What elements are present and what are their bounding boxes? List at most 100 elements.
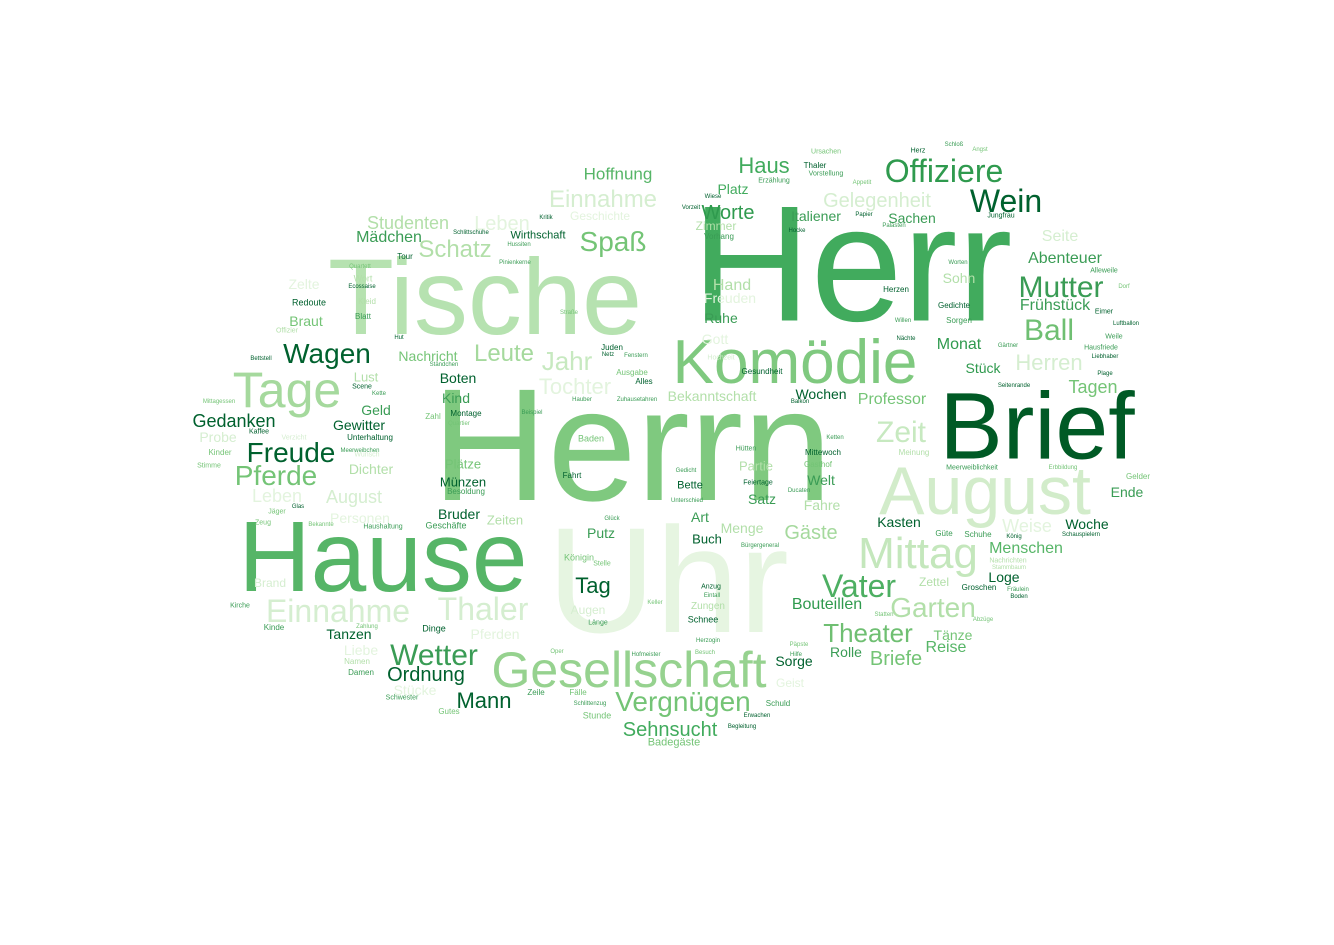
word: Feiertage [743, 479, 773, 487]
word: Hocke [788, 228, 806, 234]
word: Gedanken [192, 411, 276, 431]
word: Leben [251, 486, 303, 506]
word: Ständchen [429, 362, 459, 368]
word: Stimme [197, 462, 221, 470]
word: Gelder [1125, 472, 1151, 481]
word: Unterschied [670, 498, 704, 504]
word: Erwachen [743, 713, 771, 719]
word: Schlittenzug [573, 701, 607, 707]
word: Geschäfte [425, 520, 467, 531]
word: Hand [712, 277, 752, 294]
word: Zeug [255, 519, 271, 527]
word: Herzogin [695, 638, 721, 644]
word: Lust [353, 369, 379, 385]
word: Hofmeister [631, 652, 661, 658]
word: Weile [1105, 333, 1123, 341]
word: Hauber [572, 397, 592, 403]
word: Anzug [701, 583, 721, 591]
word: August [325, 487, 383, 507]
word: Haus [738, 153, 790, 178]
word: Tochter [538, 374, 612, 399]
word: Haushaltung [363, 523, 403, 531]
word: Fenstern [624, 353, 648, 359]
word: Zeit [875, 416, 927, 449]
word: Kleid [358, 297, 376, 306]
word: Brand [253, 576, 287, 590]
word: Braut [289, 313, 323, 329]
word: Nachricht [398, 348, 458, 364]
word: Gelegenheit [823, 190, 931, 212]
word: Güte [935, 529, 953, 538]
word: Kirche [230, 602, 250, 610]
word: Ende [1110, 484, 1144, 500]
word: Quartier [448, 421, 470, 427]
word: Hut [394, 335, 404, 341]
word: Frühstück [1019, 297, 1091, 314]
word: Bettstell [250, 356, 272, 362]
word: Baden [577, 433, 605, 444]
word: Zimmer [695, 219, 737, 233]
word: Putz [586, 525, 616, 541]
word: Kasten [877, 514, 921, 530]
word: Statten [874, 612, 894, 618]
word: Vorstellung [808, 170, 844, 178]
word: Gärtner [997, 343, 1019, 349]
word: Gott [701, 331, 729, 347]
word: Glas [291, 504, 305, 510]
word: Reise [925, 639, 967, 656]
word: Fräulein [1007, 587, 1029, 593]
word: Garten [890, 592, 976, 623]
word: Nächte [896, 336, 916, 342]
word: Schloß [944, 142, 964, 148]
word: Schatz [418, 236, 492, 263]
word: Sorge [775, 653, 813, 669]
word: Damen [348, 668, 374, 677]
word: Mittag [858, 529, 978, 578]
word: Gesellschaft [491, 642, 767, 698]
word: Art [691, 509, 709, 525]
word: Wunsch [354, 451, 380, 459]
word: Seitenrande [997, 383, 1031, 389]
word: Appetit [852, 180, 872, 186]
word: Schlittschuhe [453, 230, 489, 236]
word: Tag [575, 573, 611, 598]
word: Herren [1015, 350, 1083, 375]
word: Wagen [283, 338, 371, 369]
word: Thaler [437, 591, 529, 627]
word: Tour [397, 252, 413, 261]
word: Sachen [888, 210, 936, 226]
word: Schnee [687, 614, 719, 625]
word: Kinde [263, 623, 285, 632]
word: Vergnügen [615, 686, 751, 717]
word: Begleitung [727, 724, 757, 730]
word: Zahlung [356, 624, 378, 630]
word: Ursachen [811, 148, 841, 156]
word: Meinung [898, 448, 930, 457]
word: Einnahme [265, 593, 411, 629]
word: Wiese [704, 194, 722, 200]
word: Dinge [422, 623, 446, 634]
word: Brief [939, 373, 1135, 480]
word: Jungfrau [987, 212, 1015, 220]
word: Nachrichten [989, 557, 1027, 565]
word: Sorgen [946, 316, 972, 325]
word: Worte [701, 202, 755, 224]
word: Gutes [438, 707, 460, 716]
word: Meerweiblichkeit [946, 464, 998, 472]
word: Bekannte [308, 522, 334, 528]
word: Partie [739, 458, 773, 474]
word: Ruhe [704, 310, 738, 326]
word: Bruder [437, 506, 481, 522]
word: Einnahme [548, 186, 658, 213]
word: Monat [936, 336, 982, 353]
word: Vorhang [704, 232, 734, 241]
word: Tanzen [326, 626, 372, 642]
word: Blatt [354, 312, 372, 321]
word: Zeiten [486, 512, 524, 528]
word: Woche [1065, 516, 1109, 532]
word: König [1006, 534, 1022, 540]
word: Kritik [539, 215, 553, 221]
word: Mädchen [356, 229, 422, 246]
word: Probe [199, 429, 237, 445]
word: Herzen [883, 285, 909, 294]
